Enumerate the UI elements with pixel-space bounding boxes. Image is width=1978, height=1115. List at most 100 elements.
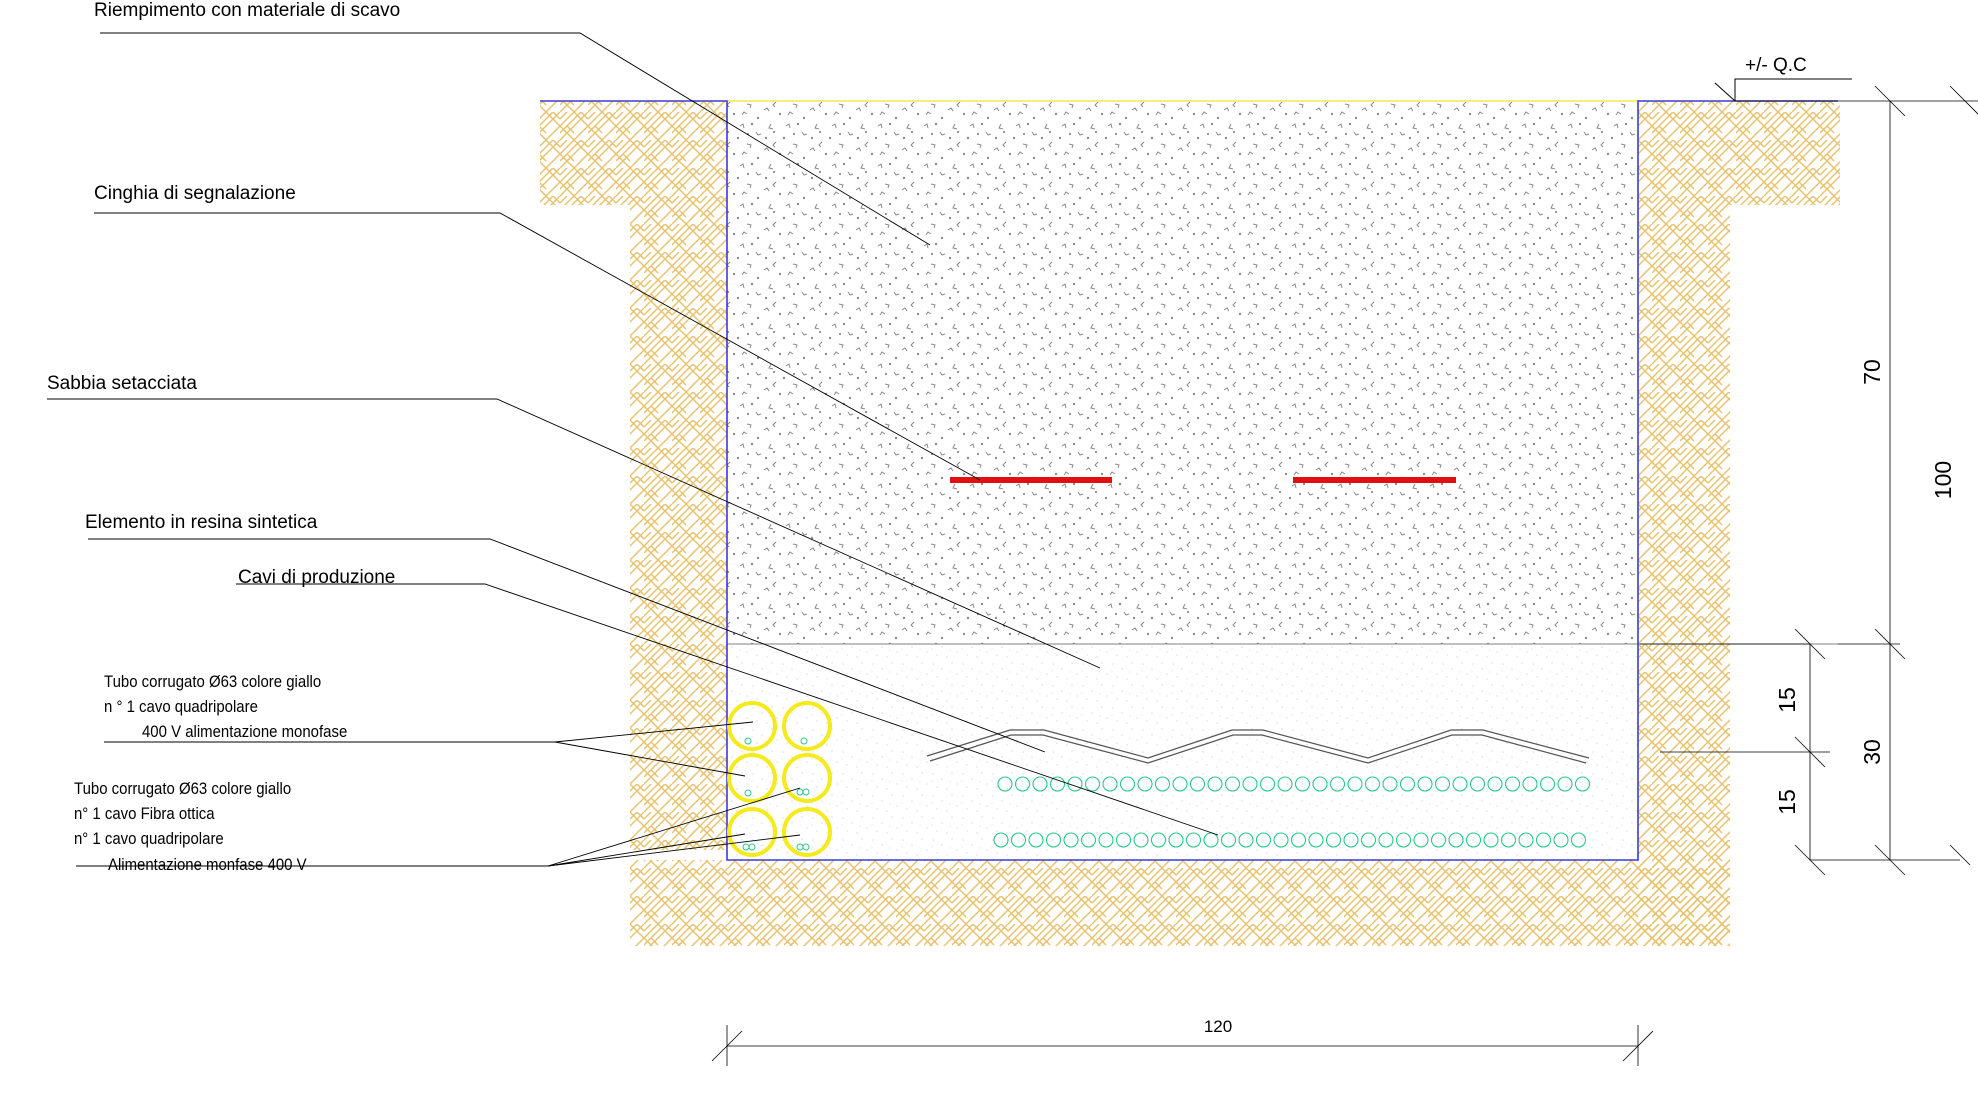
cable [1063, 832, 1079, 848]
cable [1399, 776, 1416, 792]
label-production-cables: Cavi di produzione [238, 567, 395, 588]
horizontal-dimension [711, 1025, 1654, 1066]
dim-width: 120 [1204, 1017, 1232, 1036]
cable [1308, 832, 1324, 848]
label-tube1-line2: n ° 1 cavo quadripolare [104, 698, 258, 716]
cable [1207, 776, 1223, 792]
label-tube2-line4: Alimentazione monfase 400 V [108, 856, 307, 874]
cable [1535, 832, 1552, 848]
label-sieved-sand: Sabbia setacciata [47, 373, 197, 394]
cable [1098, 832, 1114, 848]
production-cables-lower-row [993, 832, 1587, 848]
cable [1115, 832, 1132, 848]
cable [1382, 776, 1398, 792]
cable [1378, 832, 1394, 848]
cable [1185, 832, 1202, 848]
dim-total-depth: 100 [1930, 461, 1956, 499]
cable [1080, 832, 1097, 848]
cable [1168, 832, 1184, 848]
tube [782, 753, 832, 803]
label-warning-tape: Cinghia di segnalazione [94, 183, 296, 204]
cable [1343, 832, 1359, 848]
level-marker [1714, 78, 1852, 102]
tube [727, 701, 777, 751]
dim-sand-depth: 30 [1859, 739, 1885, 765]
cable [1395, 832, 1412, 848]
cable [1329, 776, 1346, 792]
label-tube1-line1: Tubo corrugato Ø63 colore giallo [104, 673, 321, 691]
cable [1014, 776, 1031, 792]
vertical-dimensions [1640, 85, 1978, 876]
dim-sand-lower: 15 [1774, 789, 1800, 815]
label-tube2-line3: n° 1 cavo quadripolare [74, 830, 224, 848]
tube [727, 753, 777, 803]
cable [1049, 776, 1066, 792]
cable [1518, 832, 1534, 848]
label-resin-element: Elemento in resina sintetica [85, 512, 318, 533]
cable [1277, 776, 1293, 792]
cable [1364, 776, 1381, 792]
cable [1325, 832, 1342, 848]
tube [782, 807, 832, 857]
cable [1360, 832, 1377, 848]
cable [1539, 776, 1556, 792]
cable [1452, 776, 1468, 792]
cable [1487, 776, 1503, 792]
cable [1045, 832, 1062, 848]
cable [1028, 832, 1044, 848]
dim-fill-depth: 70 [1859, 359, 1885, 385]
cable [1084, 776, 1101, 792]
label-fill: Riempimento con materiale di scavo [94, 0, 400, 21]
cable [1312, 776, 1328, 792]
cable [1238, 832, 1254, 848]
cable [1570, 832, 1587, 848]
soil-hatch [540, 101, 1840, 946]
cable [1522, 776, 1538, 792]
cable [1032, 776, 1048, 792]
cable [1469, 776, 1486, 792]
cable [1255, 832, 1272, 848]
cable [1574, 776, 1591, 792]
level-label: +/- Q.C [1745, 55, 1807, 76]
cable [1434, 776, 1451, 792]
cable [1189, 776, 1206, 792]
cable [1290, 832, 1307, 848]
cable [1224, 776, 1241, 792]
cable [1294, 776, 1311, 792]
cable [1242, 776, 1258, 792]
cable [1172, 776, 1188, 792]
cable [1273, 832, 1289, 848]
leader-lines [47, 32, 1219, 867]
resin-element [926, 729, 1590, 764]
cable [1137, 776, 1153, 792]
cable [997, 776, 1013, 792]
label-tube1-line3: 400 V alimentazione monofase [142, 723, 347, 741]
corrugated-tubes [727, 701, 832, 857]
cable [1483, 832, 1499, 848]
tube [782, 701, 832, 751]
cable [1504, 776, 1521, 792]
cable [1500, 832, 1517, 848]
cable [1133, 832, 1149, 848]
cable [1150, 832, 1167, 848]
cable [1010, 832, 1027, 848]
cable [1413, 832, 1429, 848]
cable [1347, 776, 1363, 792]
cable [1102, 776, 1118, 792]
production-cables-upper-row [997, 776, 1591, 792]
label-tube2-line1: Tubo corrugato Ø63 colore giallo [74, 780, 291, 798]
cable [1448, 832, 1464, 848]
cable [1417, 776, 1433, 792]
cable [993, 832, 1009, 848]
tube [727, 807, 777, 857]
cable [1220, 832, 1237, 848]
label-tube2-line2: n° 1 cavo Fibra ottica [74, 805, 215, 823]
cable [1465, 832, 1482, 848]
excavation-fill-zone [727, 101, 1638, 644]
cable [1553, 832, 1569, 848]
cable [1154, 776, 1171, 792]
cable [1119, 776, 1136, 792]
trench-outline [540, 100, 1838, 861]
cable [1259, 776, 1276, 792]
